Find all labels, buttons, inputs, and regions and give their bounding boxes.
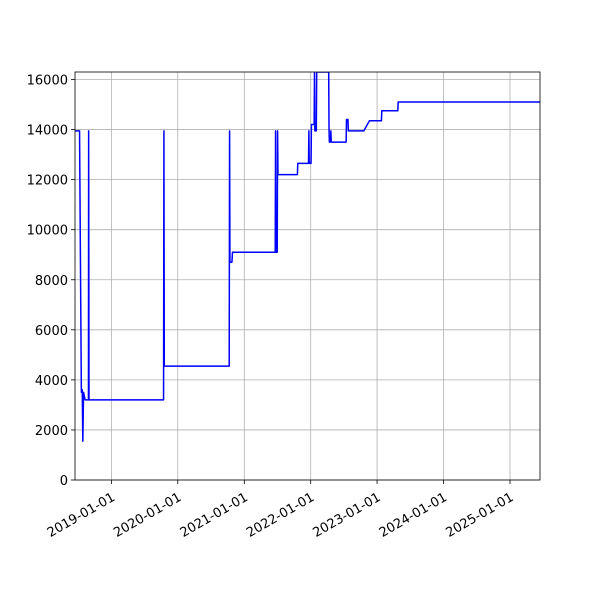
y-tick-label: 16000	[27, 74, 68, 89]
y-tick-label: 0	[60, 474, 68, 489]
x-tick-label: 2023-01-01	[311, 490, 384, 541]
x-tick-label: 2025-01-01	[443, 490, 516, 541]
x-tick-label: 2024-01-01	[377, 490, 450, 541]
plot-frame	[74, 71, 541, 481]
y-axis: 0 2000 4000 6000 8000 10000 12000 14000 16000	[27, 74, 75, 489]
y-tick-label: 14000	[27, 124, 68, 139]
y-tick-label: 4000	[35, 374, 68, 389]
y-tick-label: 12000	[27, 174, 68, 189]
y-tick-label: 10000	[27, 224, 68, 239]
y-tick-label: 8000	[35, 274, 68, 289]
y-tick-label: 2000	[35, 424, 68, 439]
series-line	[75, 72, 540, 442]
x-tick-label: 2022-01-01	[244, 490, 317, 541]
x-tick-label: 2019-01-01	[45, 490, 118, 541]
gridlines	[75, 72, 540, 481]
y-tick-label: 6000	[35, 324, 68, 339]
x-axis: 2019-01-012020-01-012021-01-012022-01-01…	[45, 480, 516, 541]
series-layer	[75, 72, 540, 442]
x-tick-label: 2020-01-01	[111, 490, 184, 541]
x-tick-label: 2021-01-01	[178, 490, 251, 541]
